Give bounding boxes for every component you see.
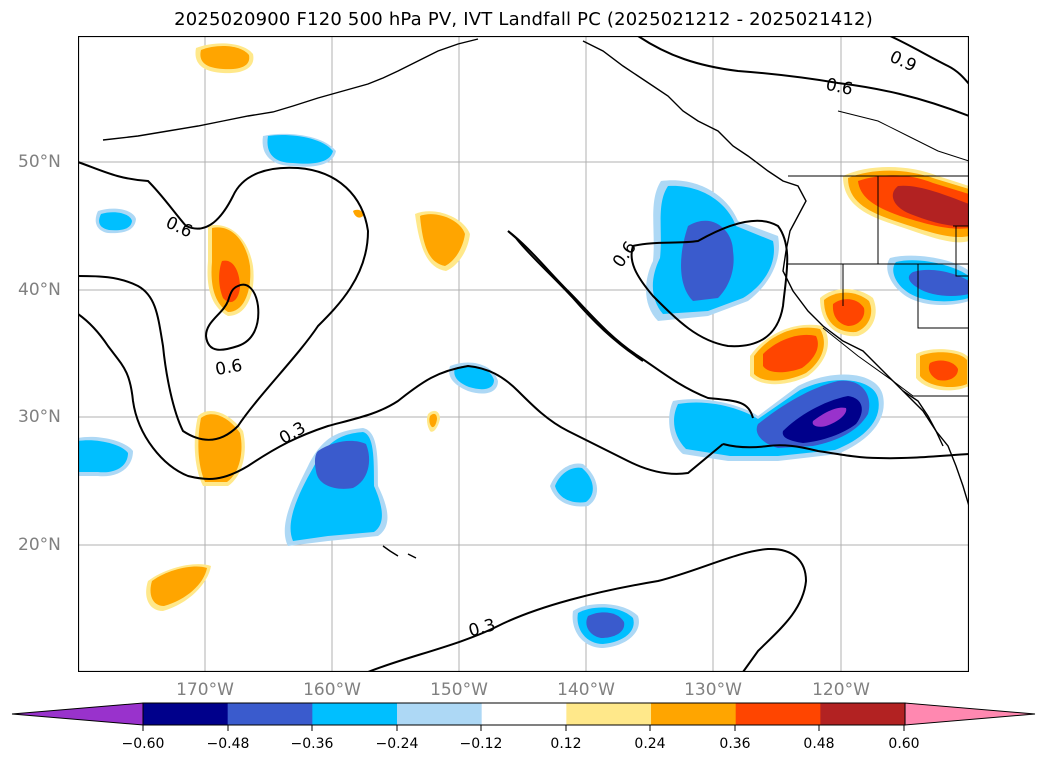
map-frame (78, 36, 969, 672)
colorbar-tick-label: −0.36 (290, 736, 334, 752)
colorbar-tick-label: −0.48 (206, 736, 250, 752)
lon-label: 160°W (303, 680, 361, 700)
colorbar-segment (143, 703, 229, 725)
map-panel: 0.9 0.6 0.6 0.6 0.6 0.3 0.3 (78, 36, 969, 672)
negative-anomaly-fills (78, 133, 969, 648)
lat-label: 40°N (18, 280, 61, 300)
colorbar-tick-label: −0.12 (459, 736, 503, 752)
lat-label: 50°N (18, 152, 61, 172)
lon-label: 170°W (176, 680, 234, 700)
colorbar-segment (735, 703, 821, 725)
colorbar-segment (566, 703, 652, 725)
contour-label: 0.3 (276, 418, 309, 449)
colorbar-extend-min (11, 702, 144, 726)
contour-label: 0.6 (214, 356, 244, 380)
colorbar-tick-label: 0.60 (888, 736, 920, 752)
colorbar-tick-label: 0.36 (719, 736, 751, 752)
positive-anomaly-fills (146, 43, 969, 611)
colorbar-segment (227, 703, 313, 725)
lon-label: 130°W (684, 680, 742, 700)
colorbar-segment (481, 703, 567, 725)
lon-label: 150°W (430, 680, 488, 700)
contour-label: 0.6 (162, 213, 195, 243)
gridlines (78, 36, 969, 672)
colorbar-tick-label: 0.12 (550, 736, 582, 752)
lon-label: 140°W (557, 680, 615, 700)
colorbar-tick-label: −0.24 (375, 736, 419, 752)
coastlines (102, 38, 969, 559)
contour-label: 0.6 (609, 238, 641, 272)
colorbar-tick-label: 0.48 (803, 736, 835, 752)
colorbar-extend-max (904, 702, 1036, 726)
lat-label: 20°N (18, 535, 61, 555)
colorbar-segment (651, 703, 737, 725)
figure-title: 2025020900 F120 500 hPa PV, IVT Landfall… (174, 9, 873, 30)
colorbar-tick-label: −0.60 (121, 736, 165, 752)
colorbar-tick-label: 0.24 (634, 736, 666, 752)
contour-label: 0.6 (824, 75, 855, 100)
colorbar-segment (312, 703, 398, 725)
lon-label: 120°W (812, 680, 870, 700)
colorbar-segment (820, 703, 906, 725)
pv-contours (78, 36, 969, 672)
political-borders (786, 110, 969, 397)
lat-label: 30°N (18, 407, 61, 427)
contour-label: 0.3 (466, 615, 497, 641)
contour-label: 0.9 (886, 47, 919, 77)
colorbar-segments (11, 702, 1036, 726)
map-canvas: 0.9 0.6 0.6 0.6 0.6 0.3 0.3 (78, 36, 969, 672)
colorbar-segment (397, 703, 483, 725)
